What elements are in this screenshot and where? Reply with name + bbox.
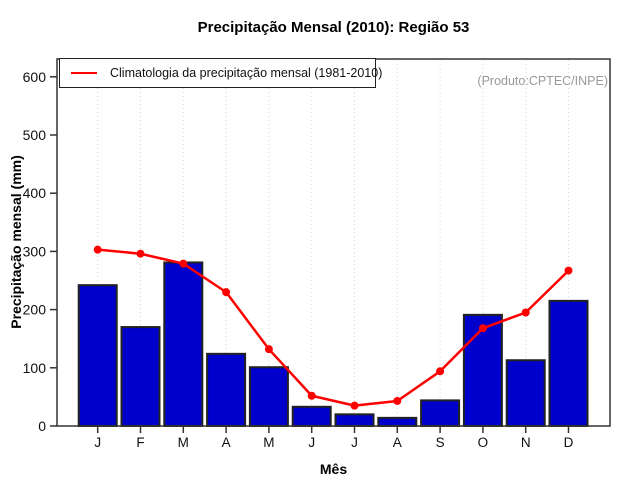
y-tick-label-2: 200 [23,302,47,318]
x-tick-label-11: D [564,435,574,450]
watermark-text: (Produto:CPTEC/INPE) [477,74,608,88]
chart-title: Precipitação Mensal (2010): Região 53 [197,19,470,36]
climatology-point-3 [222,288,231,297]
y-tick-label-6: 600 [23,69,47,85]
climatology-point-2 [179,259,188,268]
precip-bar-5 [291,405,332,428]
climatology-point-10 [521,308,530,317]
climatology-point-5 [307,391,316,400]
precip-bar-7 [377,416,418,427]
x-tick-label-4: M [263,435,274,450]
precip-bar-8 [420,399,461,427]
y-tick-label-5: 500 [23,127,47,143]
precip-bar-11 [548,299,589,427]
x-axis-title: Mês [319,461,348,477]
y-tick-label-3: 300 [23,243,47,259]
x-tick-label-10: N [521,435,531,450]
y-axis-title: Precipitação mensal (mm) [8,155,24,329]
climatology-point-6 [350,401,359,410]
precip-bar-6 [334,413,375,427]
climatology-point-7 [393,396,402,405]
y-tick-label-1: 100 [23,360,47,376]
x-tick-label-5: J [308,435,315,450]
climatology-point-8 [436,367,445,376]
climatology-line [97,248,570,407]
precip-bar-4 [248,366,289,427]
x-tick-label-9: O [478,435,489,450]
x-tick-label-7: A [393,435,402,450]
x-tick-label-8: S [436,435,445,450]
x-tick-label-1: F [136,435,144,450]
legend-label: Climatologia da precipitação mensal (198… [110,66,383,80]
x-tick-label-0: J [94,435,101,450]
y-tick-label-4: 400 [23,185,47,201]
y-tick-label-0: 0 [38,418,46,434]
precip-bar-1 [120,326,161,427]
precip-bar-0 [77,284,118,427]
climatology-point-11 [564,266,573,275]
legend: Climatologia da precipitação mensal (198… [59,58,382,88]
climatology-point-9 [478,324,487,333]
x-tick-label-2: M [178,435,189,450]
precip-bar-2 [163,261,204,428]
precip-bar-10 [505,359,546,428]
precip-bar-3 [206,352,247,427]
legend-line-swatch [71,71,97,75]
climatology-point-1 [136,249,145,258]
x-tick-label-3: A [222,435,231,450]
x-tick-label-6: J [351,435,358,450]
precip-bar-9 [462,313,503,428]
climatology-point-0 [93,245,102,254]
climatology-point-4 [264,345,273,354]
